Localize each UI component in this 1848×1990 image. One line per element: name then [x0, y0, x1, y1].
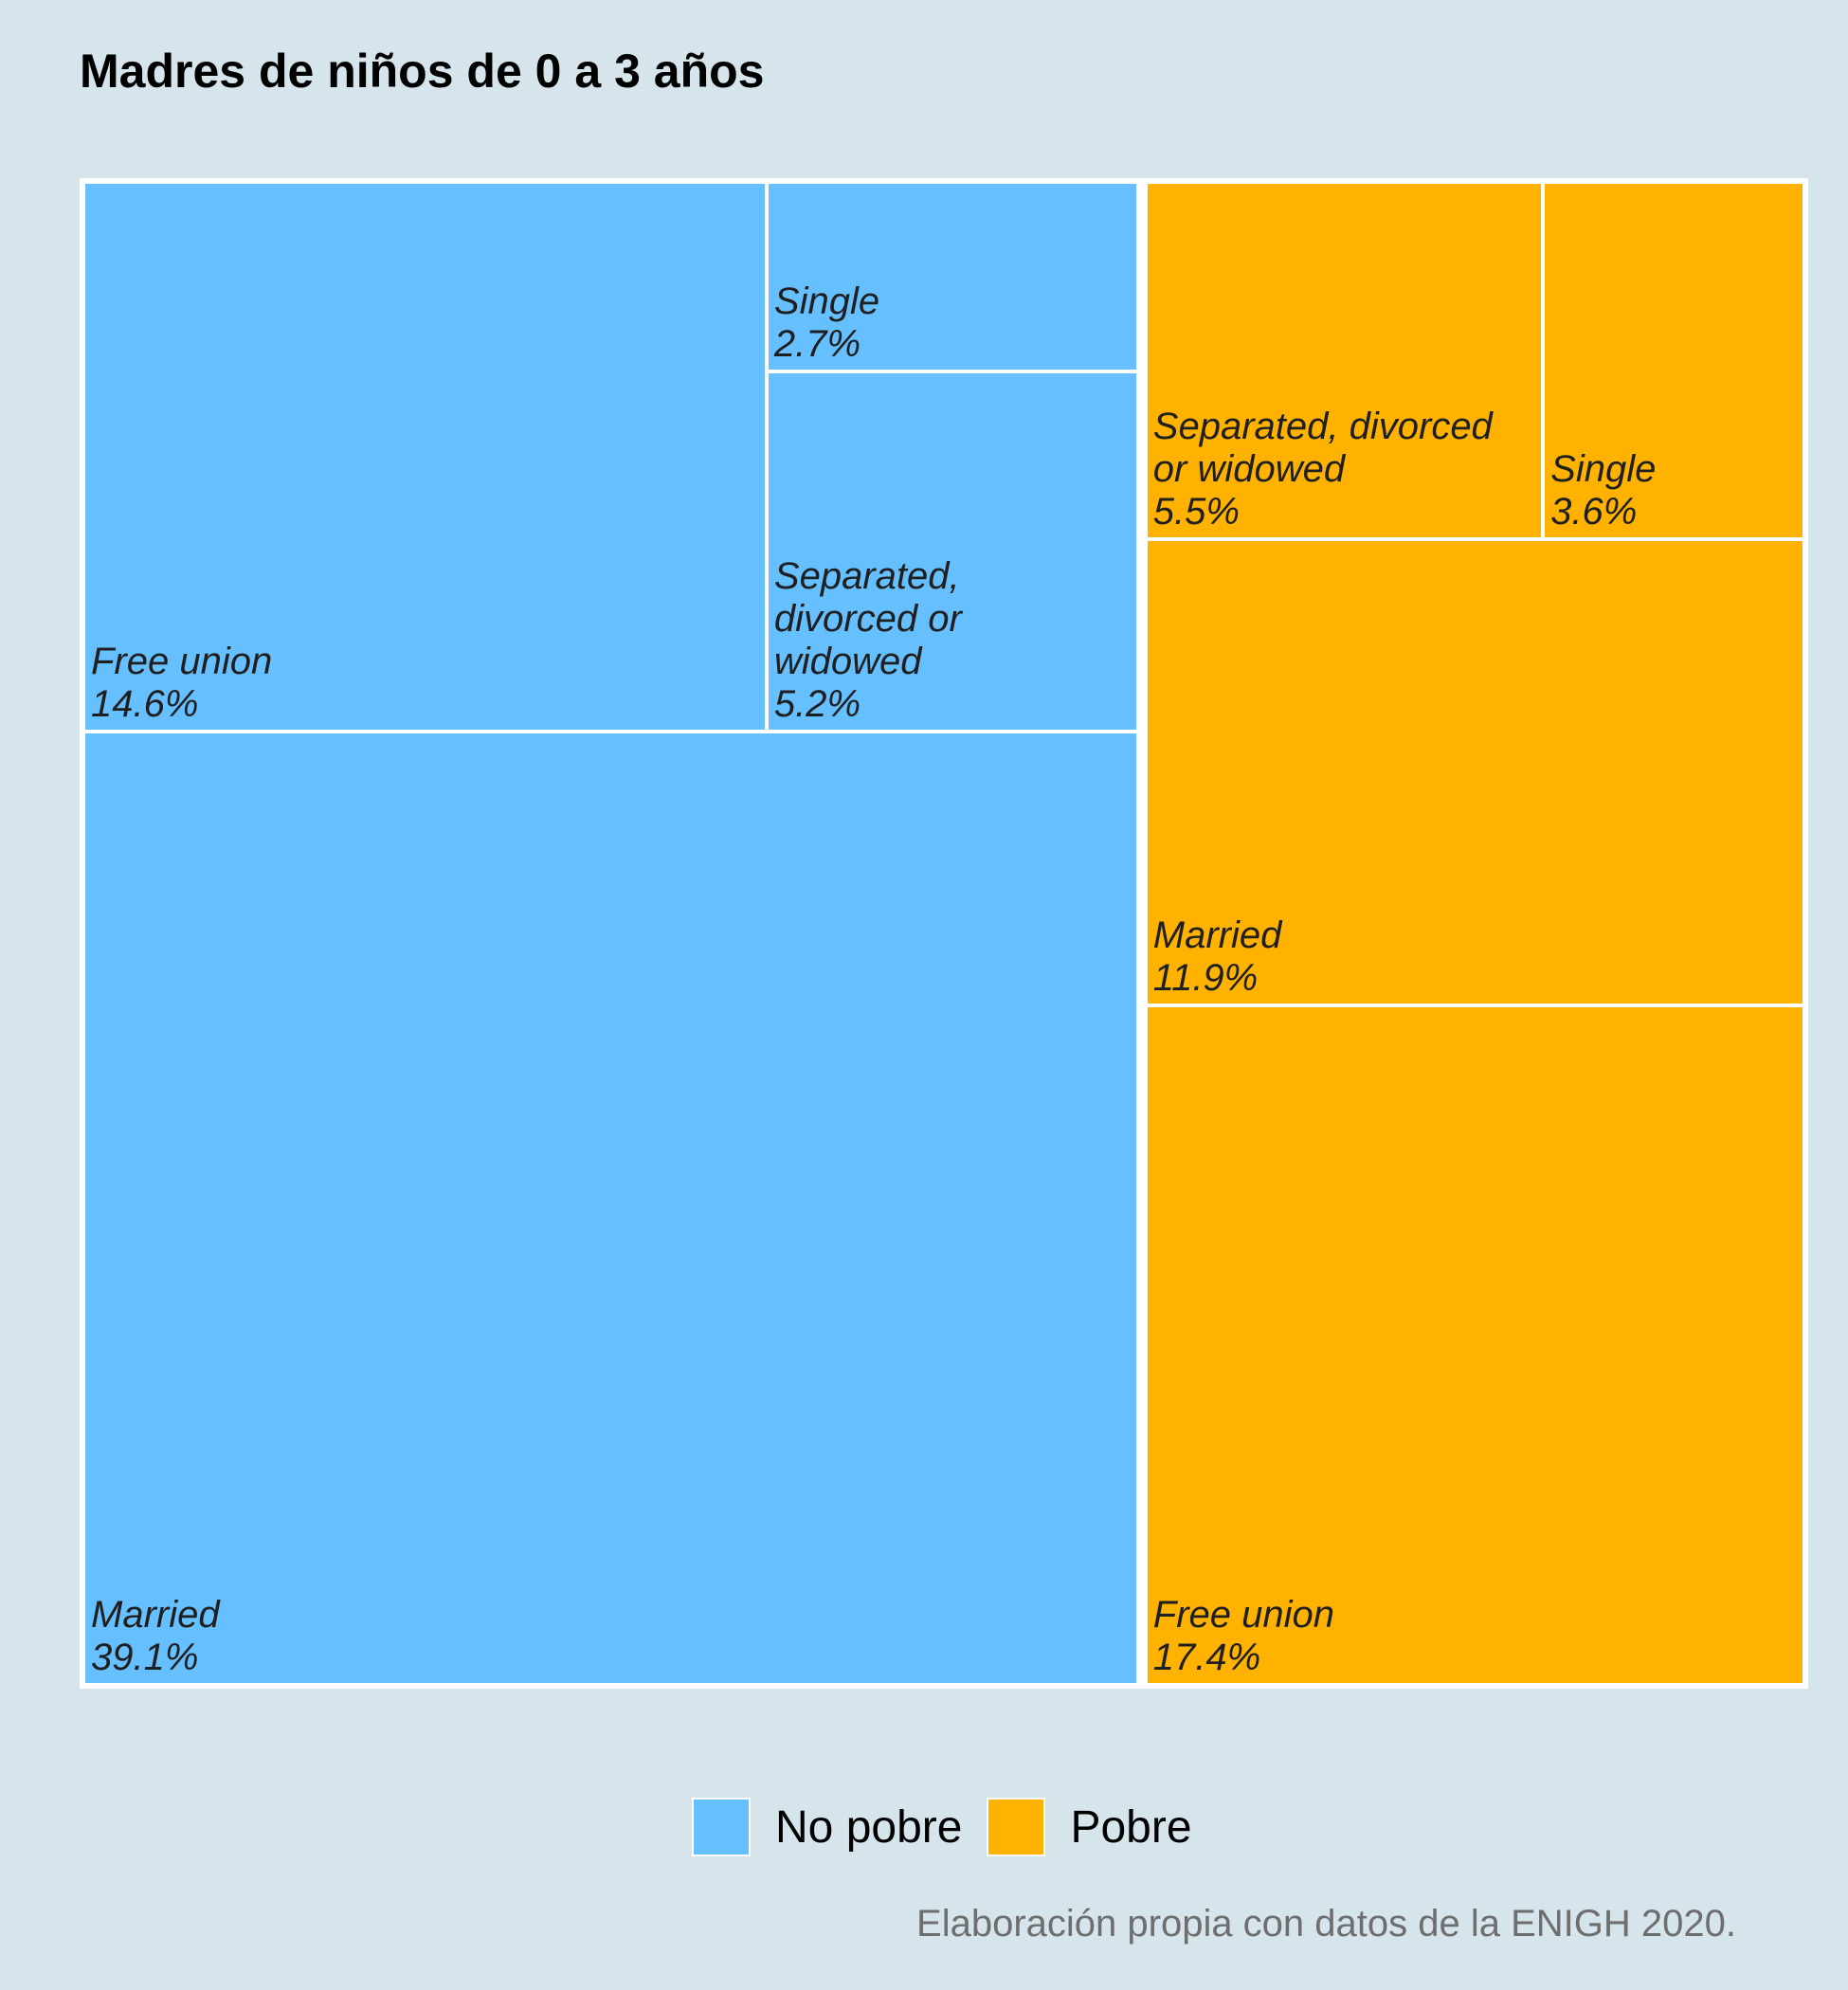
tile-pobre-free-union: Free union 17.4% — [1147, 1006, 1803, 1683]
tile-pobre-separated-divorced-or-widowed: Separated, divorced or widowed 5.5% — [1147, 184, 1542, 537]
tile-pobre-married: Married 11.9% — [1147, 541, 1803, 1004]
tile-pobre-single: Single 3.6% — [1545, 184, 1803, 537]
legend-item-pobre: Pobre — [987, 1798, 1192, 1856]
legend-item-no-pobre: No pobre — [692, 1798, 962, 1856]
tile-no-pobre-free-union: Free union 14.6% — [85, 184, 765, 731]
tile-label: Married 11.9% — [1152, 914, 1282, 999]
legend-swatch-no-pobre — [692, 1798, 751, 1856]
tile-label: Separated, divorced or widowed 5.5% — [1152, 406, 1493, 533]
legend-swatch-pobre — [987, 1798, 1046, 1856]
tile-label: Free union 17.4% — [1152, 1594, 1335, 1678]
chart-caption: Elaboración propia con datos de la ENIGH… — [916, 1903, 1736, 1945]
legend-label-no-pobre: No pobre — [775, 1801, 963, 1853]
chart-title: Madres de niños de 0 a 3 años — [80, 45, 765, 98]
tile-label: Single 2.7% — [773, 280, 880, 365]
tile-label: Married 39.1% — [91, 1593, 220, 1678]
legend-label-pobre: Pobre — [1070, 1801, 1192, 1853]
tile-label: Free union 14.6% — [91, 641, 273, 726]
tile-no-pobre-separated-divorced-or-widowed: Separated, divorced or widowed 5.2% — [768, 372, 1136, 731]
tile-label: Single 3.6% — [1550, 448, 1657, 533]
tile-no-pobre-single: Single 2.7% — [768, 184, 1136, 370]
treemap: Married 39.1% Free union 14.6% Single 2.7%… — [80, 178, 1808, 1689]
tile-no-pobre-married: Married 39.1% — [85, 733, 1136, 1683]
legend: No pobre Pobre — [692, 1794, 1217, 1860]
tile-label: Separated, divorced or widowed 5.2% — [773, 555, 962, 726]
